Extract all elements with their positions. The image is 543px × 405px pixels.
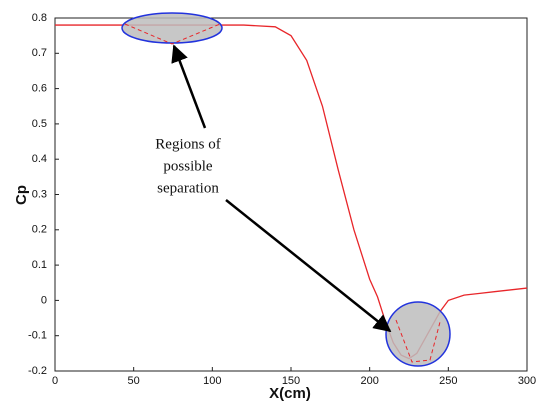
separation-region [385,301,451,367]
y-axis-label: Cp [13,185,30,205]
y-tick-label: 0.3 [32,188,47,200]
y-tick-label: 0.8 [32,12,47,24]
y-tick-label: 0.1 [32,259,47,271]
arrow [171,44,207,129]
y-tick-label: 0.2 [32,224,47,236]
x-tick-label: 200 [360,375,378,387]
separation-region [121,12,223,44]
annotation: Regions of [155,136,220,152]
y-tick-label: -0.2 [28,365,47,377]
x-tick-label: 50 [128,375,140,387]
y-tick-label: 0 [41,294,47,306]
x-tick-label: 100 [203,375,221,387]
separation-sketch [124,23,221,45]
y-tick-label: 0.5 [32,118,47,130]
x-tick-label: 150 [282,375,300,387]
x-axis-label: X(cm) [269,385,311,402]
x-tick-label: 0 [52,375,58,387]
data-line [55,24,528,360]
x-tick-label: 250 [439,375,457,387]
y-tick-label: -0.1 [28,330,47,342]
annotation: separation [157,180,219,196]
plot-frame [54,17,528,372]
arrow [225,199,392,333]
annotation: possible [163,158,213,174]
x-tick-label: 300 [518,375,536,387]
y-tick-label: 0.4 [32,153,47,165]
y-tick-label: 0.7 [32,47,47,59]
separation-sketch [395,319,441,363]
y-tick-label: 0.6 [32,83,47,95]
